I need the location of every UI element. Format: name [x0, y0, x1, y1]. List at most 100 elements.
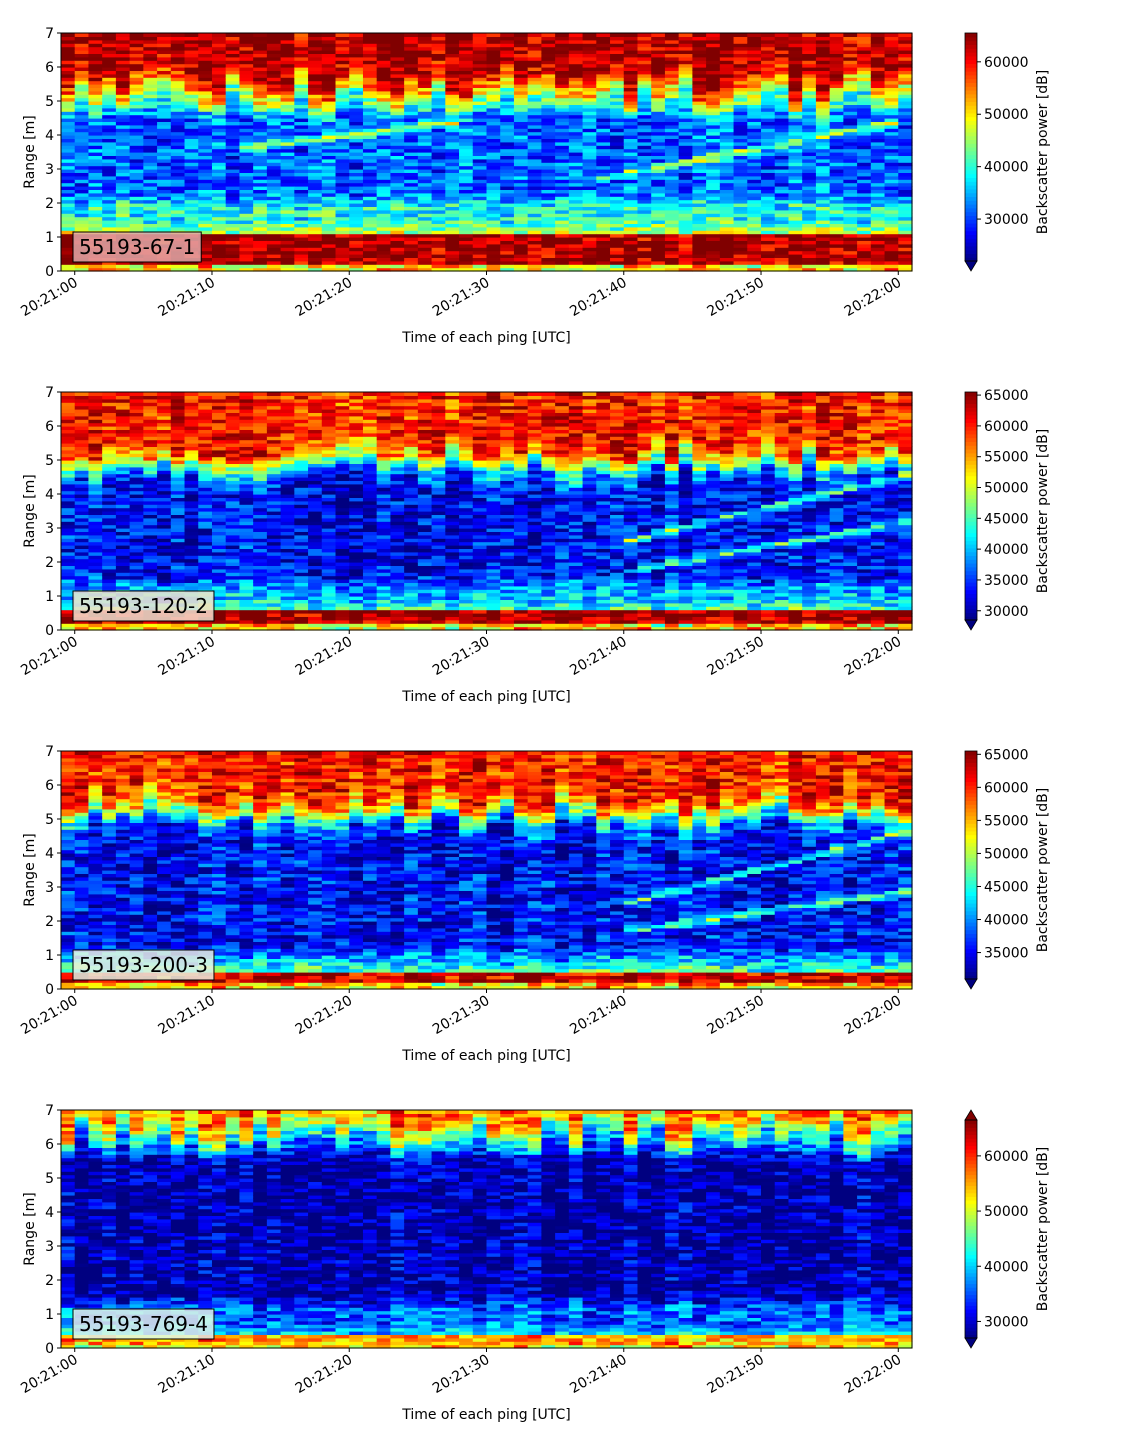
heatmap-cell [610, 111, 625, 116]
heatmap-cell [404, 43, 419, 48]
heatmap-cell [280, 203, 295, 207]
heatmap-cell [88, 73, 103, 78]
heatmap-cell [678, 165, 693, 170]
heatmap-cell [472, 131, 488, 136]
heatmap-cell [102, 429, 117, 434]
heatmap-cell [898, 155, 913, 160]
heatmap-cell [431, 118, 446, 122]
heatmap-cell [157, 490, 172, 495]
heatmap-cell [651, 60, 666, 65]
heatmap-cell [349, 152, 364, 156]
heatmap-cell [555, 135, 570, 139]
heatmap-cell [870, 46, 886, 51]
heatmap-cell [555, 247, 570, 252]
heatmap-cell [541, 36, 556, 41]
heatmap-cell [157, 172, 172, 177]
heatmap-cell [472, 172, 488, 177]
heatmap-cell [664, 223, 680, 228]
heatmap-cell [143, 223, 158, 228]
heatmap-cell [733, 87, 748, 92]
heatmap-cell [459, 94, 474, 99]
heatmap-cell [898, 36, 913, 41]
heatmap-cell [157, 565, 172, 570]
heatmap-cell [376, 60, 392, 65]
heatmap-cell [321, 203, 337, 207]
heatmap-cell [143, 192, 158, 197]
heatmap-cell [541, 223, 556, 228]
heatmap-cell [321, 172, 337, 177]
heatmap-cell [733, 220, 748, 224]
heatmap-cell [664, 186, 680, 190]
heatmap-cell [294, 233, 309, 238]
heatmap-cell [651, 165, 666, 170]
heatmap-cell [349, 250, 364, 255]
heatmap-cell [815, 121, 831, 126]
heatmap-cell [678, 189, 693, 194]
heatmap-cell [870, 121, 886, 126]
heatmap-cell [266, 36, 282, 41]
heatmap-cell [115, 460, 131, 464]
heatmap-cell [555, 220, 570, 224]
heatmap-cell [623, 43, 639, 48]
heatmap-cell [472, 33, 488, 37]
heatmap-cell [637, 107, 652, 112]
heatmap-cell [815, 206, 831, 211]
heatmap-cell [692, 60, 707, 65]
heatmap-cell [211, 179, 227, 184]
colorbar-segment [965, 200, 977, 205]
heatmap-cell [623, 138, 639, 143]
heatmap-cell [349, 223, 364, 228]
heatmap-cell [102, 470, 117, 475]
heatmap-cell [431, 192, 446, 197]
heatmap-cell [555, 192, 570, 197]
heatmap-cell [500, 101, 515, 105]
heatmap-cell [143, 179, 158, 184]
heatmap-cell [349, 196, 364, 201]
heatmap-cell [102, 128, 117, 133]
heatmap-cell [829, 60, 844, 65]
heatmap-cell [706, 97, 721, 102]
heatmap-cell [870, 114, 886, 119]
heatmap-cell [170, 179, 186, 184]
heatmap-cell [472, 128, 488, 133]
heatmap-cell [266, 162, 282, 167]
y-tick-label: 3 [45, 162, 54, 178]
heatmap-cell [184, 135, 199, 139]
heatmap-cell [102, 203, 117, 207]
heatmap-cell [747, 114, 762, 119]
heatmap-cell [500, 36, 515, 41]
heatmap-cell [596, 53, 611, 58]
heatmap-cell [198, 264, 213, 269]
colorbar-tick-label: 50000 [984, 107, 1029, 123]
heatmap-cell [719, 84, 735, 88]
heatmap-cell [733, 128, 748, 133]
heatmap-cell [623, 56, 639, 61]
heatmap-cell [596, 118, 611, 122]
heatmap-cell [198, 36, 213, 41]
heatmap-cell [115, 155, 131, 160]
heatmap-cell [184, 33, 199, 37]
heatmap-cell [61, 175, 76, 180]
heatmap-cell [623, 111, 639, 116]
heatmap-cell [115, 398, 131, 403]
heatmap-cell [527, 196, 543, 201]
heatmap-cell [610, 50, 625, 54]
heatmap-cell [774, 97, 790, 102]
heatmap-cell [198, 94, 213, 99]
heatmap-cell [431, 172, 446, 177]
heatmap-cell [198, 165, 213, 170]
heatmap-cell [170, 94, 186, 99]
heatmap-cell [102, 487, 117, 492]
heatmap-cell [568, 90, 584, 95]
heatmap-cell [417, 90, 433, 95]
heatmap-cell [706, 53, 721, 58]
heatmap-cell [88, 206, 103, 211]
heatmap-cell [253, 141, 268, 146]
heatmap-cell [706, 121, 721, 126]
heatmap-cell [637, 158, 652, 163]
heatmap-cell [225, 43, 241, 48]
heatmap-cell [870, 226, 886, 231]
heatmap-cell [417, 226, 433, 231]
heatmap-cell [266, 70, 282, 75]
